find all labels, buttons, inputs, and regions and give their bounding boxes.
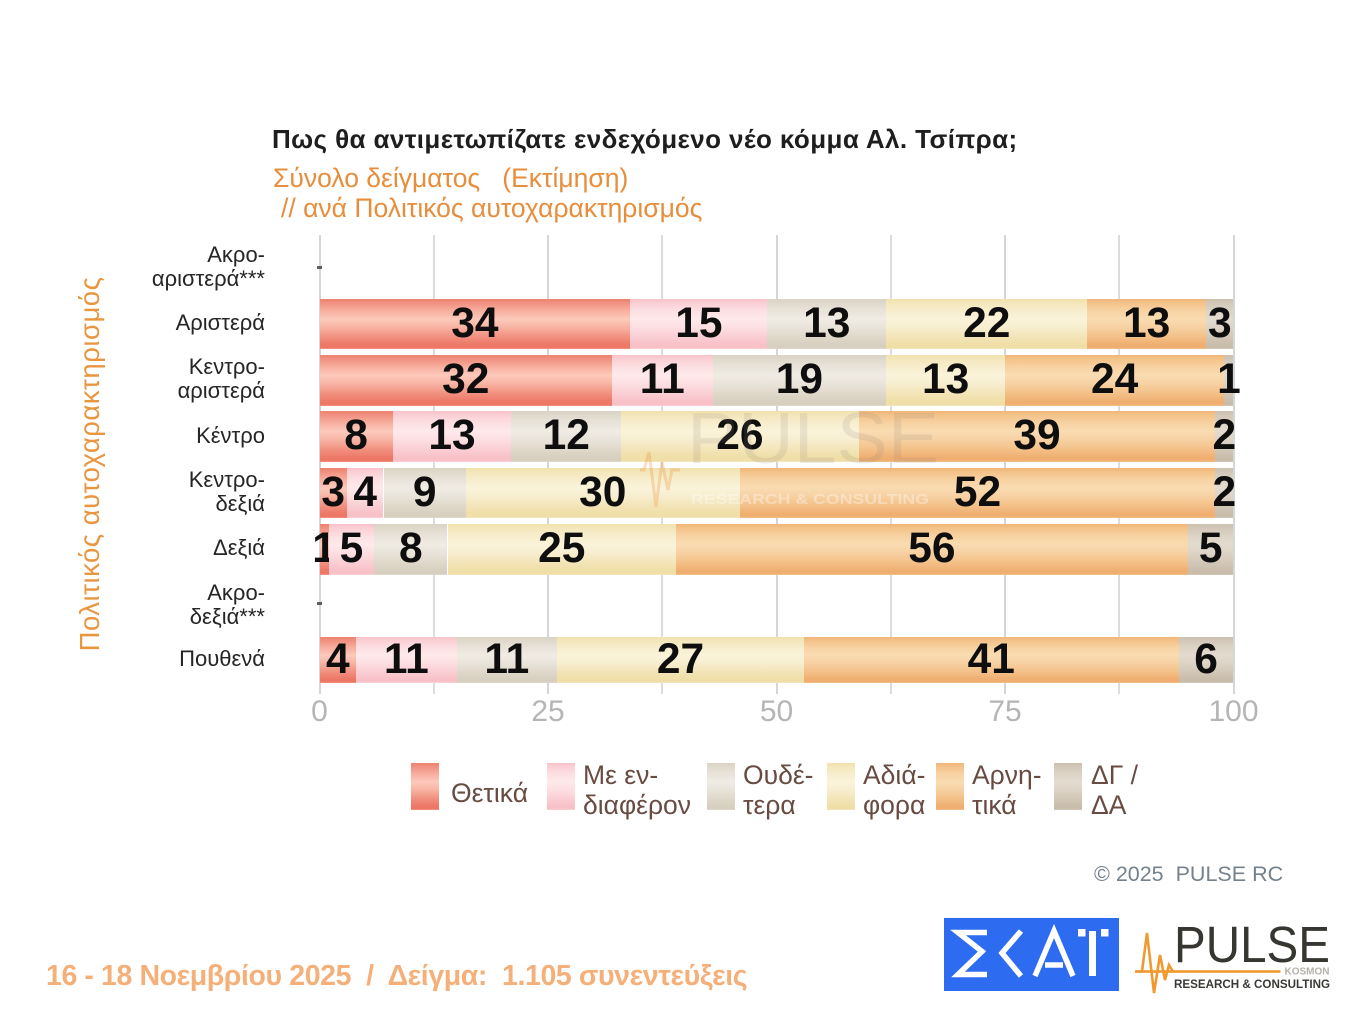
svg-text:RESEARCH & CONSULTING: RESEARCH & CONSULTING [1174,977,1330,991]
svg-text:KOSMON: KOSMON [1285,966,1330,978]
svg-text:PULSE: PULSE [1174,916,1330,973]
